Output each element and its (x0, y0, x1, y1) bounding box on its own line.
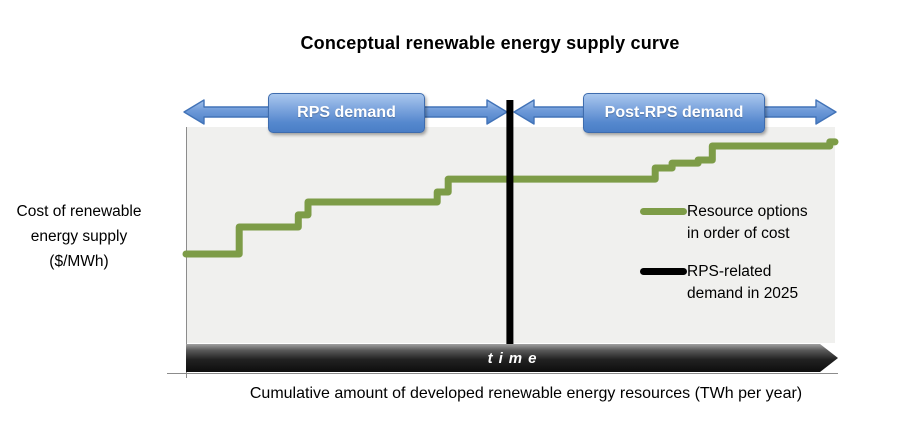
y-axis-label: Cost of renewable energy supply ($/MWh) (16, 203, 142, 270)
legend-item-rps-demand-2025: RPS-related demand in 2025 (640, 261, 840, 305)
rps-demand-label-box: RPS demand (268, 93, 425, 133)
post-rps-demand-label: Post-RPS demand (604, 104, 744, 121)
time-axis-label: time (487, 349, 543, 367)
time-axis-arrow: time (186, 344, 838, 372)
resource-options-label: Resource options in order of cost (687, 203, 808, 242)
chart-legend: Resource options in order of cost RPS-re… (640, 201, 840, 305)
supply-curve-line (182, 138, 839, 258)
post-rps-demand-label-box: Post-RPS demand (583, 93, 765, 133)
x-axis-label: Cumulative amount of developed renewable… (249, 385, 803, 402)
resource-options-line-swatch (640, 208, 687, 215)
rps-demand-line-swatch (640, 268, 687, 275)
rps-demand-label: RPS demand (297, 104, 396, 121)
rps-demand-2025-label: RPS-related demand in 2025 (687, 263, 799, 302)
chart-title: Conceptual renewable energy supply curve (300, 33, 680, 53)
legend-item-resource-options: Resource options in order of cost (640, 201, 840, 245)
